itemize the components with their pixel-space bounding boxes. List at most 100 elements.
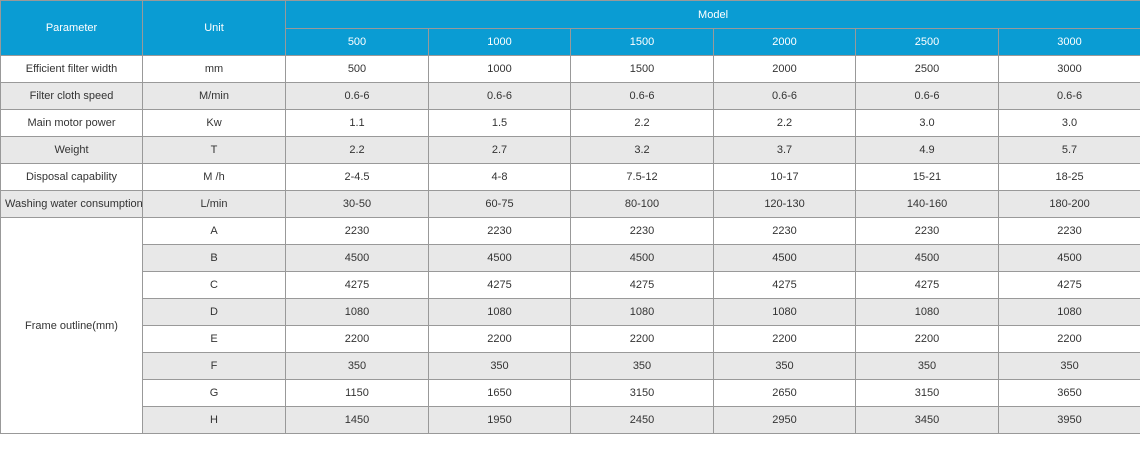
header-parameter: Parameter [0, 0, 143, 56]
model-specification-table: Parameter Unit Model 500 1000 1500 2000 … [0, 0, 1140, 434]
value-cell: 30-50 [285, 190, 429, 218]
value-cell: 3450 [855, 406, 999, 434]
table-row-filter-cloth-speed: Filter cloth speed M/min 0.6-6 0.6-6 0.6… [0, 82, 1140, 110]
value-cell: 2500 [855, 55, 999, 83]
value-cell: 4500 [285, 244, 429, 272]
table-row-frame-outline-c: C 4275 4275 4275 4275 4275 4275 [1, 271, 1140, 299]
value-cell: 3.0 [855, 109, 999, 137]
value-cell: 0.6-6 [570, 82, 714, 110]
parameter-cell: Main motor power [0, 109, 143, 137]
value-cell: 4275 [855, 271, 999, 299]
value-cell: 180-200 [997, 190, 1140, 218]
value-cell: 2230 [570, 217, 714, 245]
frame-dim-label: A [142, 217, 286, 245]
table-row-disposal-capability: Disposal capability M /h 2-4.5 4-8 7.5-1… [0, 163, 1140, 191]
value-cell: 3.7 [713, 136, 856, 164]
value-cell: 0.6-6 [713, 82, 856, 110]
table-header: Parameter Unit Model 500 1000 1500 2000 … [0, 0, 1140, 56]
value-cell: 1000 [428, 55, 571, 83]
value-cell: 350 [428, 352, 571, 380]
value-cell: 0.6-6 [855, 82, 999, 110]
value-cell: 80-100 [570, 190, 714, 218]
value-cell: 2230 [428, 217, 571, 245]
value-cell: 4275 [713, 271, 856, 299]
parameter-cell: Efficient filter width [0, 55, 143, 83]
frame-dim-label: G [142, 379, 286, 407]
value-cell: 1080 [713, 298, 856, 326]
value-cell: 4500 [428, 244, 571, 272]
value-cell: 10-17 [713, 163, 856, 191]
table-row-weight: Weight T 2.2 2.7 3.2 3.7 4.9 5.7 [0, 136, 1140, 164]
value-cell: 1650 [428, 379, 571, 407]
unit-cell: T [142, 136, 286, 164]
unit-cell: Kw [142, 109, 286, 137]
value-cell: 2650 [713, 379, 856, 407]
value-cell: 4275 [570, 271, 714, 299]
value-cell: 0.6-6 [285, 82, 429, 110]
value-cell: 0.6-6 [997, 82, 1140, 110]
table-row-frame-outline-f: F 350 350 350 350 350 350 [1, 352, 1140, 380]
table-row-frame-outline-d: D 1080 1080 1080 1080 1080 1080 [1, 298, 1140, 326]
value-cell: 2450 [570, 406, 714, 434]
value-cell: 3.0 [997, 109, 1140, 137]
value-cell: 2.2 [570, 109, 714, 137]
value-cell: 1080 [855, 298, 999, 326]
value-cell: 2.2 [713, 109, 856, 137]
header-model: Model [284, 0, 1140, 29]
value-cell: 1080 [570, 298, 714, 326]
value-cell: 3.2 [570, 136, 714, 164]
value-cell: 4500 [855, 244, 999, 272]
value-cell: 350 [855, 352, 999, 380]
header-row-top: Parameter Unit Model [0, 0, 1140, 56]
value-cell: 2.2 [285, 136, 429, 164]
header-unit: Unit [142, 0, 286, 56]
value-cell: 2230 [285, 217, 429, 245]
value-cell: 0.6-6 [428, 82, 571, 110]
model-column-header-1000: 1000 [428, 28, 571, 56]
unit-cell: M /h [142, 163, 286, 191]
value-cell: 2950 [713, 406, 856, 434]
value-cell: 18-25 [997, 163, 1140, 191]
table-row-efficient-filter-width: Efficient filter width mm 500 1000 1500 … [0, 55, 1140, 83]
parameter-cell: Disposal capability [0, 163, 143, 191]
unit-cell: M/min [142, 82, 286, 110]
value-cell: 1150 [285, 379, 429, 407]
value-cell: 4500 [997, 244, 1140, 272]
value-cell: 1080 [428, 298, 571, 326]
frame-dim-label: B [142, 244, 286, 272]
value-cell: 4-8 [428, 163, 571, 191]
value-cell: 2200 [997, 325, 1140, 353]
value-cell: 1500 [570, 55, 714, 83]
value-cell: 4275 [997, 271, 1140, 299]
frame-dim-label: D [142, 298, 286, 326]
value-cell: 500 [285, 55, 429, 83]
model-column-header-500: 500 [285, 28, 429, 56]
value-cell: 140-160 [855, 190, 999, 218]
model-column-header-2500: 2500 [855, 28, 999, 56]
table-row-frame-outline-h: H 1450 1950 2450 2950 3450 3950 [1, 406, 1140, 434]
value-cell: 15-21 [855, 163, 999, 191]
value-cell: 1.5 [428, 109, 571, 137]
table-row-main-motor-power: Main motor power Kw 1.1 1.5 2.2 2.2 3.0 … [0, 109, 1140, 137]
value-cell: 3650 [997, 379, 1140, 407]
value-cell: 2200 [285, 325, 429, 353]
value-cell: 3000 [997, 55, 1140, 83]
unit-cell: L/min [142, 190, 286, 218]
frame-dim-label: H [142, 406, 286, 434]
model-column-header-1500: 1500 [570, 28, 714, 56]
unit-cell: mm [142, 55, 286, 83]
value-cell: 350 [570, 352, 714, 380]
model-column-header-3000: 3000 [997, 28, 1140, 56]
value-cell: 1950 [428, 406, 571, 434]
parameter-cell: Filter cloth speed [0, 82, 143, 110]
parameter-cell: Weight [0, 136, 143, 164]
value-cell: 2230 [713, 217, 856, 245]
value-cell: 2230 [855, 217, 999, 245]
value-cell: 3950 [997, 406, 1140, 434]
table-row-frame-outline-e: E 2200 2200 2200 2200 2200 2200 [1, 325, 1140, 353]
value-cell: 2200 [570, 325, 714, 353]
value-cell: 1080 [997, 298, 1140, 326]
value-cell: 5.7 [997, 136, 1140, 164]
frame-dim-label: E [142, 325, 286, 353]
